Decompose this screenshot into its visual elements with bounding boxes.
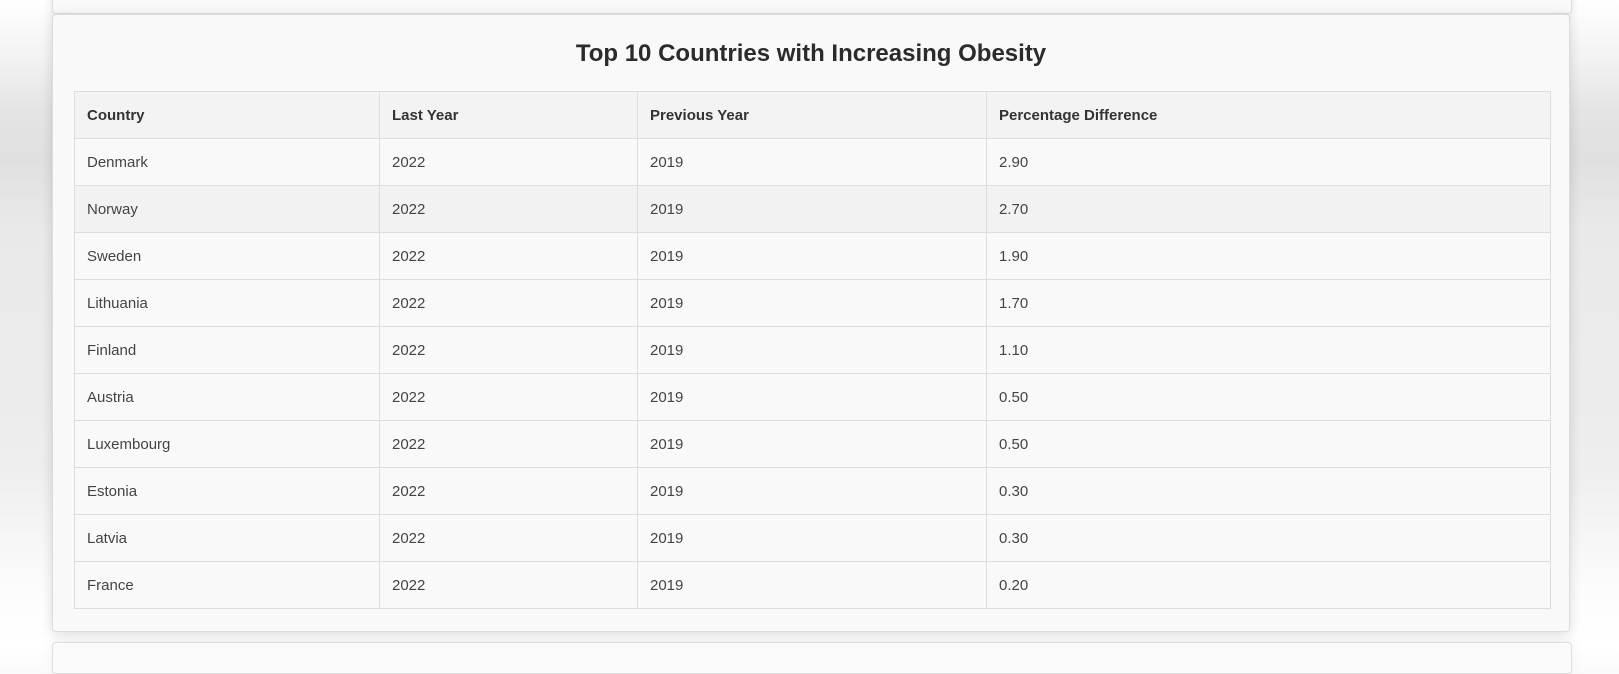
cell-percentage-difference: 2.70 — [986, 185, 1551, 233]
cell-percentage-difference: 1.70 — [986, 279, 1551, 327]
obesity-table: Country Last Year Previous Year Percenta… — [74, 91, 1551, 609]
cell-previous-year: 2019 — [637, 373, 987, 421]
table-row: Luxembourg 2022 2019 0.50 — [74, 420, 1551, 468]
table-row: Austria 2022 2019 0.50 — [74, 373, 1551, 421]
cell-country: Sweden — [74, 232, 380, 280]
cell-country: Luxembourg — [74, 420, 380, 468]
cell-previous-year: 2019 — [637, 232, 987, 280]
cell-percentage-difference: 0.50 — [986, 373, 1551, 421]
header-last-year[interactable]: Last Year — [379, 91, 638, 139]
table-header-row: Country Last Year Previous Year Percenta… — [74, 91, 1551, 139]
cell-country: Austria — [74, 373, 380, 421]
cell-last-year: 2022 — [379, 420, 638, 468]
cell-percentage-difference: 1.10 — [986, 326, 1551, 374]
cell-last-year: 2022 — [379, 185, 638, 233]
cell-country: Lithuania — [74, 279, 380, 327]
cell-percentage-difference: 2.90 — [986, 138, 1551, 186]
cell-country: Latvia — [74, 514, 380, 562]
cell-last-year: 2022 — [379, 561, 638, 609]
table-row: Estonia 2022 2019 0.30 — [74, 467, 1551, 515]
table-body: Denmark 2022 2019 2.90 Norway 2022 2019 2.70 Swe… — [74, 138, 1551, 609]
cell-country: Finland — [74, 326, 380, 374]
cell-percentage-difference: 0.30 — [986, 514, 1551, 562]
cell-country: France — [74, 561, 380, 609]
table-row: Denmark 2022 2019 2.90 — [74, 138, 1551, 186]
cell-last-year: 2022 — [379, 514, 638, 562]
header-country[interactable]: Country — [74, 91, 380, 139]
cell-percentage-difference: 0.30 — [986, 467, 1551, 515]
table-row: France 2022 2019 0.20 — [74, 561, 1551, 609]
cell-last-year: 2022 — [379, 232, 638, 280]
cell-country: Norway — [74, 185, 380, 233]
cell-percentage-difference: 0.20 — [986, 561, 1551, 609]
next-panel — [52, 642, 1572, 674]
cell-last-year: 2022 — [379, 138, 638, 186]
cell-previous-year: 2019 — [637, 514, 987, 562]
cell-previous-year: 2019 — [637, 185, 987, 233]
cell-previous-year: 2019 — [637, 138, 987, 186]
table-row: Finland 2022 2019 1.10 — [74, 326, 1551, 374]
cell-percentage-difference: 1.90 — [986, 232, 1551, 280]
header-previous-year[interactable]: Previous Year — [637, 91, 987, 139]
table-row: Sweden 2022 2019 1.90 — [74, 232, 1551, 280]
cell-country: Denmark — [74, 138, 380, 186]
previous-panel — [52, 0, 1572, 14]
table-row: Norway 2022 2019 2.70 — [74, 185, 1551, 233]
cell-previous-year: 2019 — [637, 467, 987, 515]
cell-last-year: 2022 — [379, 326, 638, 374]
cell-previous-year: 2019 — [637, 420, 987, 468]
cell-last-year: 2022 — [379, 373, 638, 421]
cell-percentage-difference: 0.50 — [986, 420, 1551, 468]
table-row: Latvia 2022 2019 0.30 — [74, 514, 1551, 562]
table-title: Top 10 Countries with Increasing Obesity — [575, 40, 1047, 67]
cell-previous-year: 2019 — [637, 279, 987, 327]
cell-previous-year: 2019 — [637, 326, 987, 374]
cell-last-year: 2022 — [379, 467, 638, 515]
cell-last-year: 2022 — [379, 279, 638, 327]
cell-country: Estonia — [74, 467, 380, 515]
header-percentage-difference[interactable]: Percentage Difference — [986, 91, 1551, 139]
cell-previous-year: 2019 — [637, 561, 987, 609]
obesity-table-card: Top 10 Countries with Increasing Obesity… — [52, 14, 1570, 632]
table-row: Lithuania 2022 2019 1.70 — [74, 279, 1551, 327]
